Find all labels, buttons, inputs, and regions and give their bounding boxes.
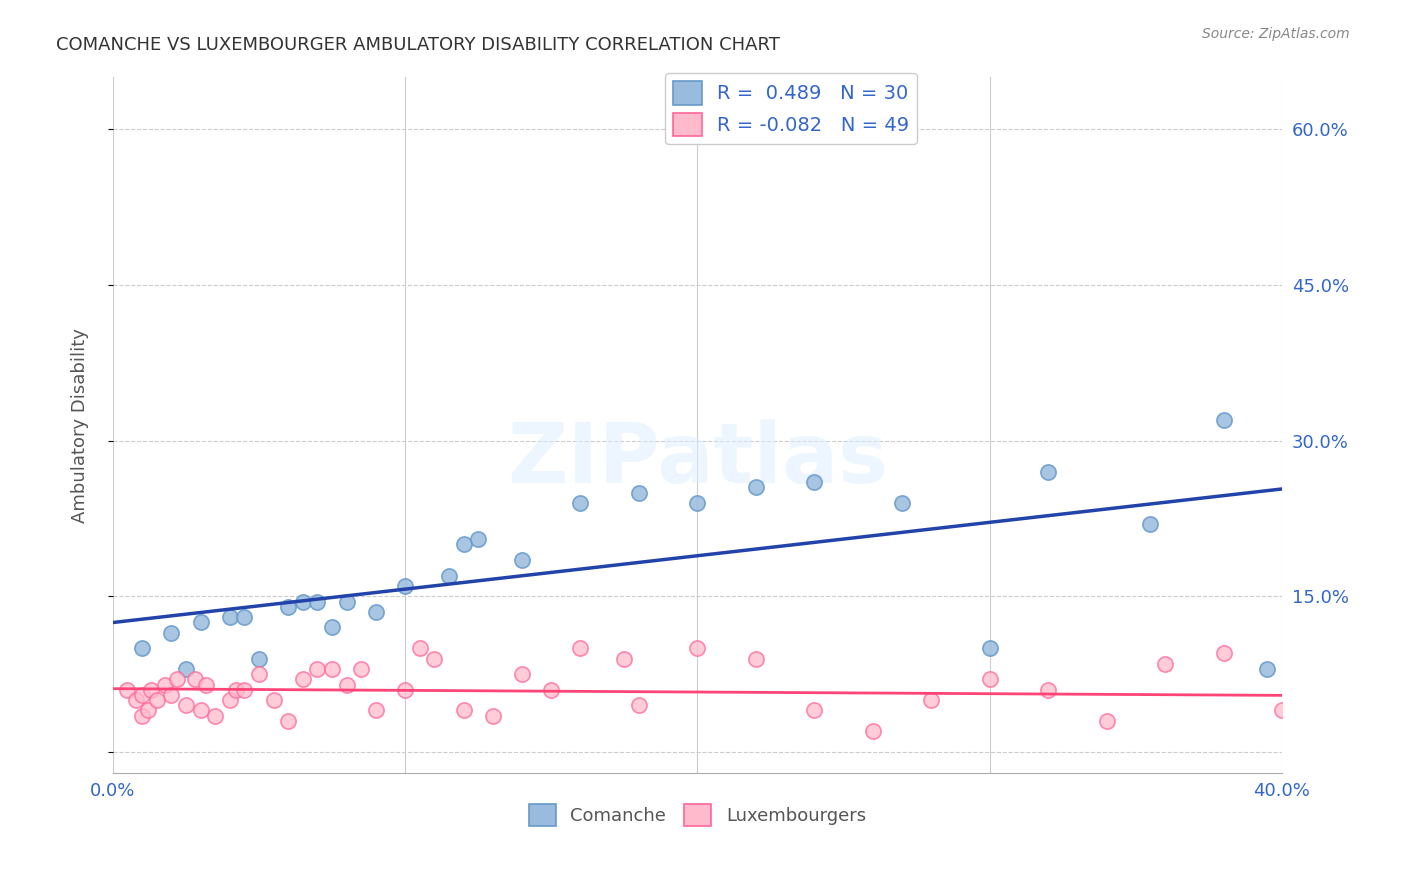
Point — [263, 693, 285, 707]
Point — [218, 693, 240, 707]
Point — [453, 703, 475, 717]
Point — [453, 537, 475, 551]
Point — [131, 708, 153, 723]
Point — [291, 673, 314, 687]
Point — [350, 662, 373, 676]
Point — [627, 698, 650, 713]
Point — [336, 677, 359, 691]
Point — [195, 677, 218, 691]
Point — [1344, 765, 1367, 780]
Point — [190, 615, 212, 630]
Point — [409, 641, 432, 656]
Point — [1271, 703, 1294, 717]
Text: COMANCHE VS LUXEMBOURGER AMBULATORY DISABILITY CORRELATION CHART: COMANCHE VS LUXEMBOURGER AMBULATORY DISA… — [56, 36, 780, 54]
Point — [131, 688, 153, 702]
Point — [569, 496, 592, 510]
Point — [745, 651, 768, 665]
Point — [125, 693, 148, 707]
Point — [233, 610, 256, 624]
Point — [1095, 714, 1118, 728]
Point — [291, 594, 314, 608]
Point — [277, 599, 299, 614]
Text: Source: ZipAtlas.com: Source: ZipAtlas.com — [1202, 27, 1350, 41]
Point — [437, 568, 460, 582]
Point — [247, 651, 270, 665]
Point — [155, 677, 177, 691]
Point — [1212, 647, 1234, 661]
Point — [979, 673, 1001, 687]
Point — [321, 620, 343, 634]
Point — [139, 682, 162, 697]
Point — [131, 641, 153, 656]
Point — [225, 682, 247, 697]
Point — [364, 703, 387, 717]
Point — [307, 594, 329, 608]
Point — [1154, 657, 1177, 671]
Point — [321, 662, 343, 676]
Y-axis label: Ambulatory Disability: Ambulatory Disability — [72, 327, 89, 523]
Point — [218, 610, 240, 624]
Point — [979, 641, 1001, 656]
Point — [336, 594, 359, 608]
Point — [166, 673, 188, 687]
Point — [1036, 682, 1059, 697]
Point — [569, 641, 592, 656]
Point — [394, 579, 416, 593]
Point — [510, 553, 533, 567]
Point — [247, 667, 270, 681]
Point — [482, 708, 505, 723]
Point — [145, 693, 167, 707]
Point — [1036, 465, 1059, 479]
Point — [862, 724, 884, 739]
Point — [183, 673, 205, 687]
Point — [1212, 413, 1234, 427]
Point — [540, 682, 562, 697]
Point — [803, 703, 825, 717]
Point — [364, 605, 387, 619]
Point — [686, 496, 709, 510]
Point — [233, 682, 256, 697]
Text: ZIPatlas: ZIPatlas — [508, 419, 889, 500]
Point — [136, 703, 159, 717]
Point — [613, 651, 636, 665]
Point — [160, 625, 183, 640]
Point — [160, 688, 183, 702]
Point — [174, 662, 197, 676]
Point — [117, 682, 139, 697]
Point — [1139, 516, 1161, 531]
Point — [174, 698, 197, 713]
Point — [627, 485, 650, 500]
Point — [204, 708, 226, 723]
Point — [803, 475, 825, 490]
Point — [190, 703, 212, 717]
Point — [467, 533, 489, 547]
Point — [745, 480, 768, 494]
Point — [307, 662, 329, 676]
Point — [920, 693, 942, 707]
Point — [423, 651, 446, 665]
Legend: Comanche, Luxembourgers: Comanche, Luxembourgers — [522, 797, 873, 833]
Point — [1256, 662, 1278, 676]
Point — [394, 682, 416, 697]
Point — [277, 714, 299, 728]
Point — [686, 641, 709, 656]
Point — [891, 496, 914, 510]
Point — [510, 667, 533, 681]
